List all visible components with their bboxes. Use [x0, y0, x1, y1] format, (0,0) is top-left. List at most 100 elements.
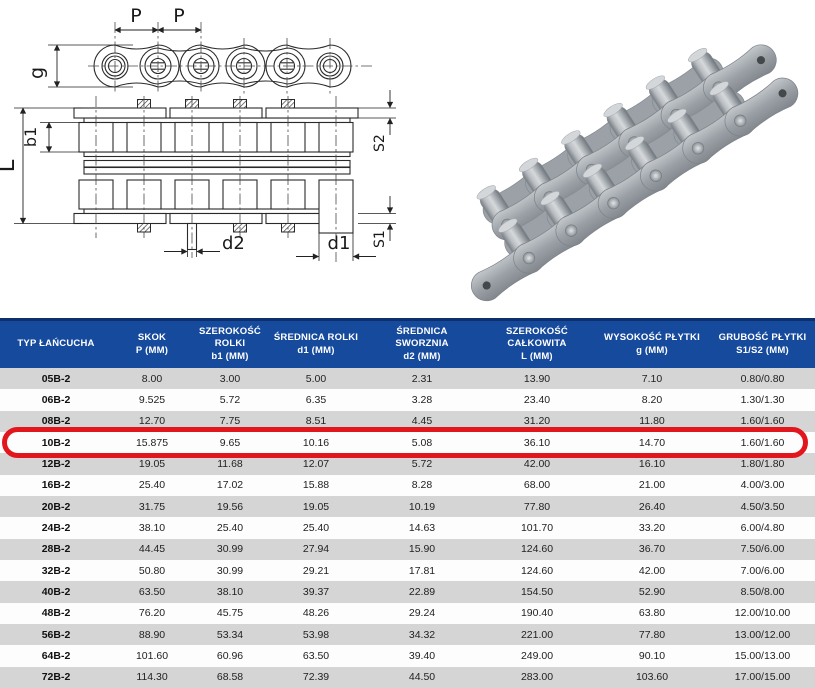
table-row-20B-2: 20B-2 31.75 19.56 19.05 10.19 77.80 26.40 4.50/…: [0, 495, 815, 518]
plan-view-chain: [73, 99, 359, 251]
table-cell: 77.80: [523, 500, 551, 513]
table-cell: 7.00/6.00: [740, 564, 785, 577]
table-row-48B-2: 48B-2 76.20 45.75 48.26 29.24 190.40 63.80 12.0…: [0, 602, 815, 624]
table-cell: 11.68: [217, 457, 243, 470]
table-cell: 6.35: [305, 393, 327, 406]
table-cell: 13.90: [523, 372, 551, 385]
table-cell: 1.60/1.60: [740, 415, 785, 428]
table-cell: 15.88: [302, 479, 330, 492]
dim-label-plate-s2: S2: [372, 134, 388, 152]
table-cell: 38.10: [138, 521, 166, 534]
table-cell: 0.80/0.80: [740, 372, 785, 385]
table-cell: 124.60: [520, 564, 554, 577]
table-cell: 103.60: [635, 671, 669, 684]
table-cell: 08B-2: [41, 415, 71, 428]
table-cell: 17.81: [408, 564, 436, 577]
table-cell: 16B-2: [41, 479, 71, 492]
table-cell: 48B-2: [41, 607, 71, 620]
table-row-24B-2: 24B-2 38.10 25.40 25.40 14.63 101.70 33.20 6.00…: [0, 517, 815, 539]
table-cell: 12.70: [138, 415, 166, 428]
table-cell: 27.94: [302, 543, 330, 556]
table-cell: 283.00: [520, 671, 554, 684]
table-row-28B-2: 28B-2 44.45 30.99 27.94 15.90 124.60 36.70 7.50…: [0, 538, 815, 560]
table-cell: 42.00: [523, 457, 551, 470]
table-cell: 154.50: [520, 585, 554, 598]
table-cell: 5.08: [411, 436, 433, 449]
table-row-16B-2: 16B-2 25.40 17.02 15.88 8.28 68.00 21.00 4.00/3…: [0, 474, 815, 496]
table-cell: 52.90: [638, 585, 666, 598]
table-cell: 190.40: [520, 607, 554, 620]
table-cell: 63.50: [138, 585, 166, 598]
table-cell: 72B-2: [41, 671, 71, 684]
table-cell: 10.16: [302, 436, 330, 449]
table-cell: 10.19: [408, 500, 436, 513]
table-cell: 64B-2: [41, 649, 71, 662]
table-cell: 53.98: [302, 628, 330, 641]
dimensions-plan-view: L b1 S2 S1: [0, 90, 396, 261]
table-cell: 14.63: [408, 521, 436, 534]
table-row-64B-2: 64B-2 101.60 60.96 63.50 39.40 249.00 90.10 15.…: [0, 645, 815, 667]
table-cell: 45.75: [216, 607, 244, 620]
table-cell: 4.50/3.50: [740, 500, 785, 513]
table-cell: 30.99: [216, 564, 244, 577]
table-cell: 33.20: [638, 521, 666, 534]
table-row-56B-2: 56B-2 88.90 53.34 53.98 34.32 221.00 77.80 13.0…: [0, 623, 815, 646]
table-cell: 34.32: [408, 628, 436, 641]
table-cell: 30.99: [216, 543, 244, 556]
table-cell: 76.20: [138, 607, 166, 620]
table-cell: 221.00: [520, 628, 554, 641]
table-cell: 19.05: [302, 500, 330, 513]
dim-label-inner-width: b1: [21, 127, 40, 147]
column-header-pin_diameter: ŚREDNICA SWORZNIA d2 (MM): [395, 325, 449, 362]
table-cell: 1.80/1.80: [740, 457, 785, 470]
table-cell: 05B-2: [41, 372, 71, 385]
table-cell: 19.56: [216, 500, 244, 513]
centerlines: [88, 22, 374, 262]
table-cell: 36.10: [523, 436, 551, 449]
table-cell: 90.10: [638, 649, 666, 662]
dim-label-plate-height: g: [26, 67, 48, 79]
column-header-roller_diameter: ŚREDNICA ROLKI d1 (MM): [273, 332, 359, 356]
table-row-08B-2: 08B-2 12.70 7.75 8.51 4.45 31.20 11.80 1.60/1.6…: [0, 410, 815, 432]
table-cell: 249.00: [520, 649, 554, 662]
table-cell: 16.10: [638, 457, 666, 470]
table-cell: 88.90: [138, 628, 166, 641]
table-cell: 15.00/13.00: [734, 649, 791, 662]
table-cell: 29.24: [408, 607, 436, 620]
table-cell: 8.28: [411, 479, 433, 492]
table-cell: 44.45: [138, 543, 166, 556]
table-cell: 68.00: [523, 479, 551, 492]
table-cell: 44.50: [408, 671, 436, 684]
dim-label-pitch-1: P: [130, 5, 141, 27]
table-cell: 6.00/4.80: [740, 521, 785, 534]
table-cell: 12.00/10.00: [734, 607, 791, 620]
table-cell: 9.65: [219, 436, 241, 449]
table-cell: 17.00/15.00: [734, 671, 791, 684]
table-cell: 21.00: [638, 479, 666, 492]
dim-label-pitch-2: P: [173, 5, 184, 27]
table-cell: 8.20: [641, 393, 663, 406]
table-cell: 4.00/3.00: [740, 479, 785, 492]
table-cell: 1.60/1.60: [740, 436, 785, 449]
table-cell: 13.00/12.00: [734, 628, 791, 641]
table-cell: 53.34: [216, 628, 244, 641]
table-cell: 36.70: [638, 543, 666, 556]
table-cell: 39.37: [302, 585, 330, 598]
table-cell: 14.70: [638, 436, 666, 449]
column-header-plate_height: WYSOKOŚĆ PŁYTKI g (MM): [604, 332, 700, 356]
table-cell: 20B-2: [41, 500, 71, 513]
table-cell: 19.05: [138, 457, 166, 470]
dim-label-pin-diameter: d2: [222, 233, 245, 254]
table-cell: 8.00: [141, 372, 163, 385]
table-cell: 39.40: [408, 649, 436, 662]
column-header-roller_width: SZEROKOŚĆ ROLKI b1 (MM): [199, 325, 261, 362]
table-cell: 101.60: [135, 649, 169, 662]
table-cell: 23.40: [523, 393, 551, 406]
table-cell: 15.90: [408, 543, 436, 556]
table-cell: 25.40: [138, 479, 166, 492]
table-cell: 12B-2: [41, 457, 71, 470]
dim-label-overall-width: L: [0, 159, 20, 172]
table-cell: 68.58: [216, 671, 244, 684]
table-cell: 4.45: [411, 415, 433, 428]
